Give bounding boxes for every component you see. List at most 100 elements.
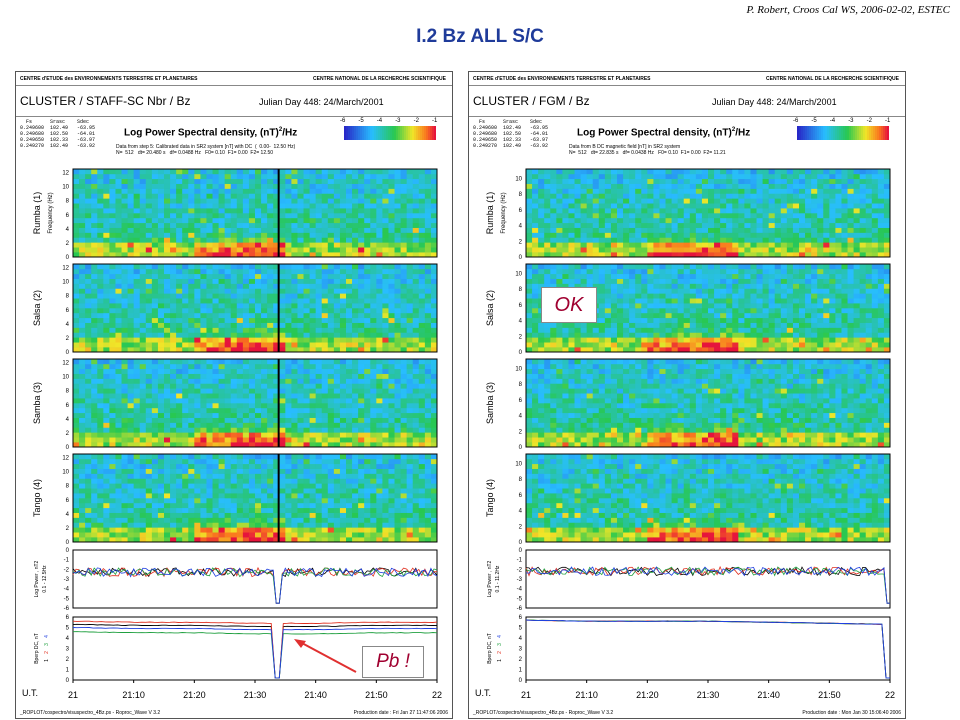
freq-tick-label: 6 <box>66 403 70 409</box>
spectrogram-cell <box>200 173 207 180</box>
spectrogram-cell <box>556 188 563 194</box>
spectrogram-cell <box>200 283 207 289</box>
spectrogram-cell <box>151 347 159 353</box>
spectrogram-cell <box>97 393 104 399</box>
spectrogram-cell <box>412 213 420 219</box>
spectrogram-cell <box>382 227 389 233</box>
spectrogram-cell <box>315 317 323 323</box>
spectrogram-cell <box>388 242 395 248</box>
spectrogram-cell <box>242 478 250 484</box>
spectrogram-cell <box>127 242 134 248</box>
spectrogram-cell <box>85 208 92 214</box>
spectrogram-cell <box>133 378 141 384</box>
spectrogram-cell <box>376 237 383 243</box>
spectrogram-cell <box>224 363 232 370</box>
spectrogram-cell <box>376 388 383 394</box>
spectrogram-cell <box>370 417 377 423</box>
spectrogram-cell <box>400 522 407 528</box>
spectrogram-cell <box>73 317 80 323</box>
spectrogram-cell <box>218 317 225 323</box>
spectrogram-cell <box>297 488 304 494</box>
spectrogram-cell <box>103 278 110 284</box>
spectrogram-cell <box>376 342 383 348</box>
spectrogram-cell <box>394 347 401 353</box>
spectrogram-cell <box>109 522 116 528</box>
spectrogram-cell <box>230 398 238 404</box>
spectrogram-cell <box>629 237 636 243</box>
spectrogram-cell <box>97 527 104 533</box>
spectrogram-cell <box>370 488 377 494</box>
spectrogram-cell <box>236 417 244 423</box>
spectrogram-cell <box>230 183 238 189</box>
spectrogram-cell <box>303 208 310 214</box>
spectrogram-cell <box>139 417 147 423</box>
spectrogram-cell <box>157 498 165 504</box>
spectrogram-cell <box>103 242 110 248</box>
spectrogram-cell <box>297 227 304 233</box>
spectrogram-cell <box>333 183 341 189</box>
spectrogram-cell <box>339 417 347 423</box>
spectrogram-cell <box>586 198 594 204</box>
spectrogram-cell <box>424 322 432 328</box>
spectrogram-cell <box>73 268 80 275</box>
spectrogram-cell <box>376 217 383 224</box>
spectrogram-cell <box>333 193 341 199</box>
spectrogram-cell <box>610 173 618 180</box>
colorbar-cell <box>855 126 858 140</box>
spectrogram-cell <box>617 203 624 209</box>
spectrogram-cell <box>346 183 353 189</box>
spectrogram-cell <box>333 303 341 309</box>
spectrogram-cell <box>103 412 110 418</box>
colorbar-cell <box>859 126 862 140</box>
spectrogram-cell <box>358 273 365 279</box>
spectrogram-cell <box>164 493 171 499</box>
spectrogram-cell <box>635 169 642 175</box>
colorbar-tick: -6 <box>793 118 799 124</box>
spectrogram-cell <box>346 203 353 209</box>
spectrogram-cell <box>388 498 395 504</box>
spectrogram-cell <box>430 373 438 379</box>
spectrogram-cell <box>406 217 414 224</box>
spectrogram-cell <box>352 368 359 374</box>
spectrogram-cell <box>424 407 432 414</box>
spectrogram-cell <box>424 363 432 370</box>
spectrogram-cell <box>73 203 80 209</box>
spectrogram-cell <box>291 232 298 238</box>
spectrogram-cell <box>333 222 341 228</box>
spectrogram-cell <box>267 432 274 438</box>
spectrogram-cell <box>236 378 244 384</box>
spectrogram-cell <box>358 213 365 219</box>
spectrogram-cell <box>97 288 104 294</box>
spectrogram-cell <box>339 432 347 438</box>
spectrogram-cell <box>303 359 310 365</box>
spectrogram-cell <box>412 517 420 523</box>
colorbar-cell <box>366 126 369 140</box>
spectrogram-cell <box>85 363 92 370</box>
spectrogram-cell <box>248 252 256 258</box>
spectrogram-cell <box>255 498 262 504</box>
spectrogram-cell <box>388 332 395 338</box>
spectrogram-cell <box>127 478 134 484</box>
spectrogram-cell <box>303 388 310 394</box>
spectrogram-cell <box>406 502 414 509</box>
spectrogram-cell <box>291 527 298 533</box>
spectrogram-cell <box>103 488 110 494</box>
spectrogram-cell <box>424 327 432 333</box>
spectrogram-cell <box>568 169 575 175</box>
spectrogram-cell <box>424 427 432 433</box>
spectrogram-cell <box>188 407 195 414</box>
spectrogram-cell <box>364 517 371 523</box>
spectrogram-cell <box>339 317 347 323</box>
spectrogram-cell <box>382 458 389 465</box>
spectrogram-cell <box>133 363 141 370</box>
spectrogram-cell <box>79 283 86 289</box>
spectrogram-cell <box>394 237 401 243</box>
spectrogram-cell <box>430 283 438 289</box>
spectrogram-cell <box>333 378 341 384</box>
spectrogram-cell <box>261 183 268 189</box>
spectrogram-cell <box>550 183 557 189</box>
spectrogram-cell <box>176 427 183 433</box>
power-tick-label: -6 <box>64 606 70 612</box>
spectrogram-cell <box>255 522 262 528</box>
spectrogram-cell <box>291 183 298 189</box>
